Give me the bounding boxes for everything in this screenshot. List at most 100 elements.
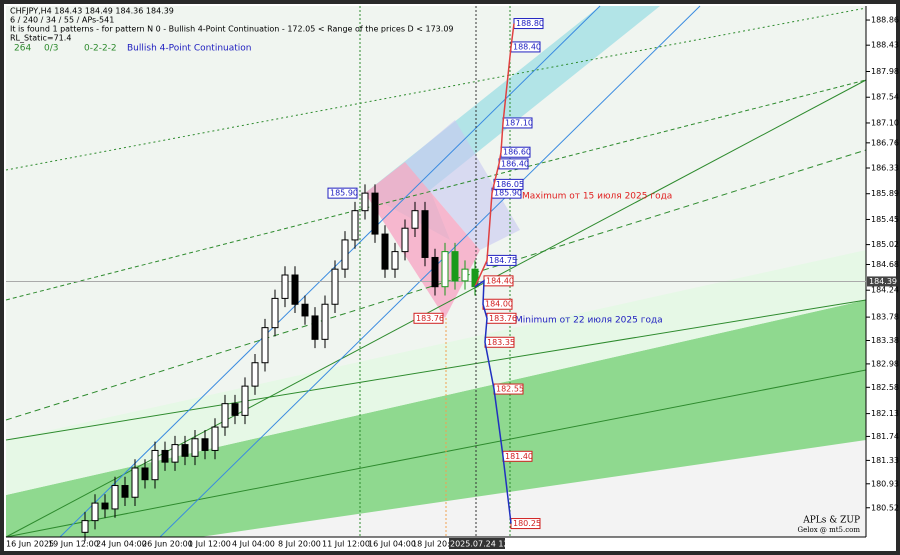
candle-body: [131, 467, 139, 498]
y-tick-label: 186.33: [871, 163, 899, 172]
price-label: 186.05: [496, 180, 524, 189]
candle-body: [281, 274, 289, 299]
y-tick-label: 181.74: [871, 432, 899, 441]
y-tick-label: 184.24: [871, 286, 899, 295]
candle-body: [431, 256, 439, 288]
price-label: 186.60: [503, 148, 531, 157]
candle-body: [301, 303, 309, 317]
y-tick-label: 186.76: [871, 138, 899, 147]
y-tick-label: 185.02: [871, 240, 899, 249]
candle-body: [231, 403, 239, 416]
y-tick-label: 180.52: [871, 503, 899, 512]
price-label: 188.40: [513, 42, 541, 51]
stat: 0/3: [44, 44, 58, 54]
fan-line: [159, 5, 701, 538]
y-tick-label: 181.33: [871, 456, 899, 465]
candle-body: [381, 233, 389, 270]
y-tick-label: 182.13: [871, 409, 899, 418]
candle-body: [331, 268, 339, 305]
candle-body: [191, 438, 199, 457]
pattern-name: Bullish 4-Point Continuation: [127, 44, 252, 54]
x-tick-label: 16 Jul 04:00: [368, 540, 416, 549]
annotation: Minimum от 22 июля 2025 года: [515, 316, 663, 326]
candle-body: [271, 297, 279, 329]
price-label: 185.90: [494, 189, 522, 198]
y-tick-label: 183.38: [871, 336, 899, 345]
y-tick-label: 185.89: [871, 189, 899, 198]
candle-body: [391, 251, 399, 270]
lilac-box: [405, 120, 520, 250]
candle-body: [341, 239, 349, 270]
watermark: APLs & ZUP: [802, 516, 860, 526]
candle-body: [161, 449, 169, 463]
x-tick-label: 24 Jun 04:00: [96, 540, 147, 549]
zigzag-down: [474, 279, 512, 524]
x-tick-label: 18 Jul 20:00: [412, 540, 460, 549]
candle-body: [461, 268, 469, 282]
green-channel: [6, 300, 866, 537]
title: CHFJPY,H4 184.43 184.49 184.36 184.39: [10, 7, 174, 16]
trend-line: [5, 299, 867, 441]
candle-body: [121, 485, 129, 498]
candle-body: [81, 520, 89, 533]
trend-line: [5, 369, 867, 538]
y-tick-label: 188.86: [871, 16, 899, 25]
price-label: 182.55: [496, 385, 524, 394]
candle-body: [441, 251, 449, 288]
candle-body: [311, 315, 319, 340]
candle-body: [91, 502, 99, 522]
x-tick-label: 16 Jun 2025: [6, 540, 54, 549]
trend-line: [5, 79, 867, 301]
trend-line: [5, 7, 867, 171]
x-tick-label: 11 Jul 12:00: [322, 540, 370, 549]
candle-body: [181, 444, 189, 457]
x-tick-label: 1 Jul 12:00: [188, 540, 231, 549]
trend-line: [5, 79, 867, 538]
price-label: 184.00: [485, 300, 513, 309]
y-tick-label: 187.10: [871, 118, 899, 127]
x-tick-label: 19 Jun 12:00: [48, 540, 99, 549]
info-line: 6 / 240 / 34 / 55 / APs-541: [10, 16, 114, 25]
y-tick-label: 187.54: [871, 93, 899, 102]
x-tick-label: 8 Jul 20:00: [278, 540, 321, 549]
candle-body: [471, 268, 479, 288]
price-label: 181.40: [505, 452, 533, 461]
y-tick-label: 188.43: [871, 41, 899, 50]
candle-body: [151, 449, 159, 481]
candle-body: [251, 362, 259, 387]
annotation: Maximum от 15 июля 2025 года: [522, 192, 672, 202]
x-tick-label: 26 Jun 20:00: [142, 540, 193, 549]
price-label: 180.25: [513, 519, 541, 528]
y-tick-label: 183.78: [871, 313, 899, 322]
candle-body: [411, 210, 419, 229]
info-line: RL_Static=71.4: [10, 34, 71, 43]
candle-body: [111, 485, 119, 510]
candle-body: [421, 210, 429, 258]
current-price-box: [867, 276, 896, 287]
price-label: 183.35: [487, 338, 515, 347]
y-tick-label: 185.45: [871, 215, 899, 224]
candle-body: [291, 274, 299, 305]
candle-body: [371, 192, 379, 235]
time-box: [449, 538, 505, 549]
price-label: 185.90: [330, 189, 358, 198]
y-tick-label: 184.68: [871, 260, 899, 269]
candle-body: [361, 192, 369, 212]
zigzag-up: [474, 23, 515, 288]
y-tick-label: 187.98: [871, 67, 899, 76]
price-box: [327, 187, 358, 199]
price-label: 183.76: [416, 314, 444, 323]
price-label: 184.40: [486, 276, 514, 285]
candle-body: [211, 426, 219, 451]
stat: 264: [14, 44, 31, 54]
price-label: 184.75: [489, 256, 517, 265]
candle-body: [321, 303, 329, 340]
candle-body: [451, 251, 459, 282]
watermark: Gelox @ mt5.com: [798, 526, 861, 534]
current-price-label: 184.39: [869, 277, 897, 286]
x-tick-label: 2025.07.24 12:25: [450, 540, 521, 549]
candle-body: [241, 385, 249, 416]
price-box: [413, 312, 444, 324]
candle-body: [101, 502, 109, 510]
